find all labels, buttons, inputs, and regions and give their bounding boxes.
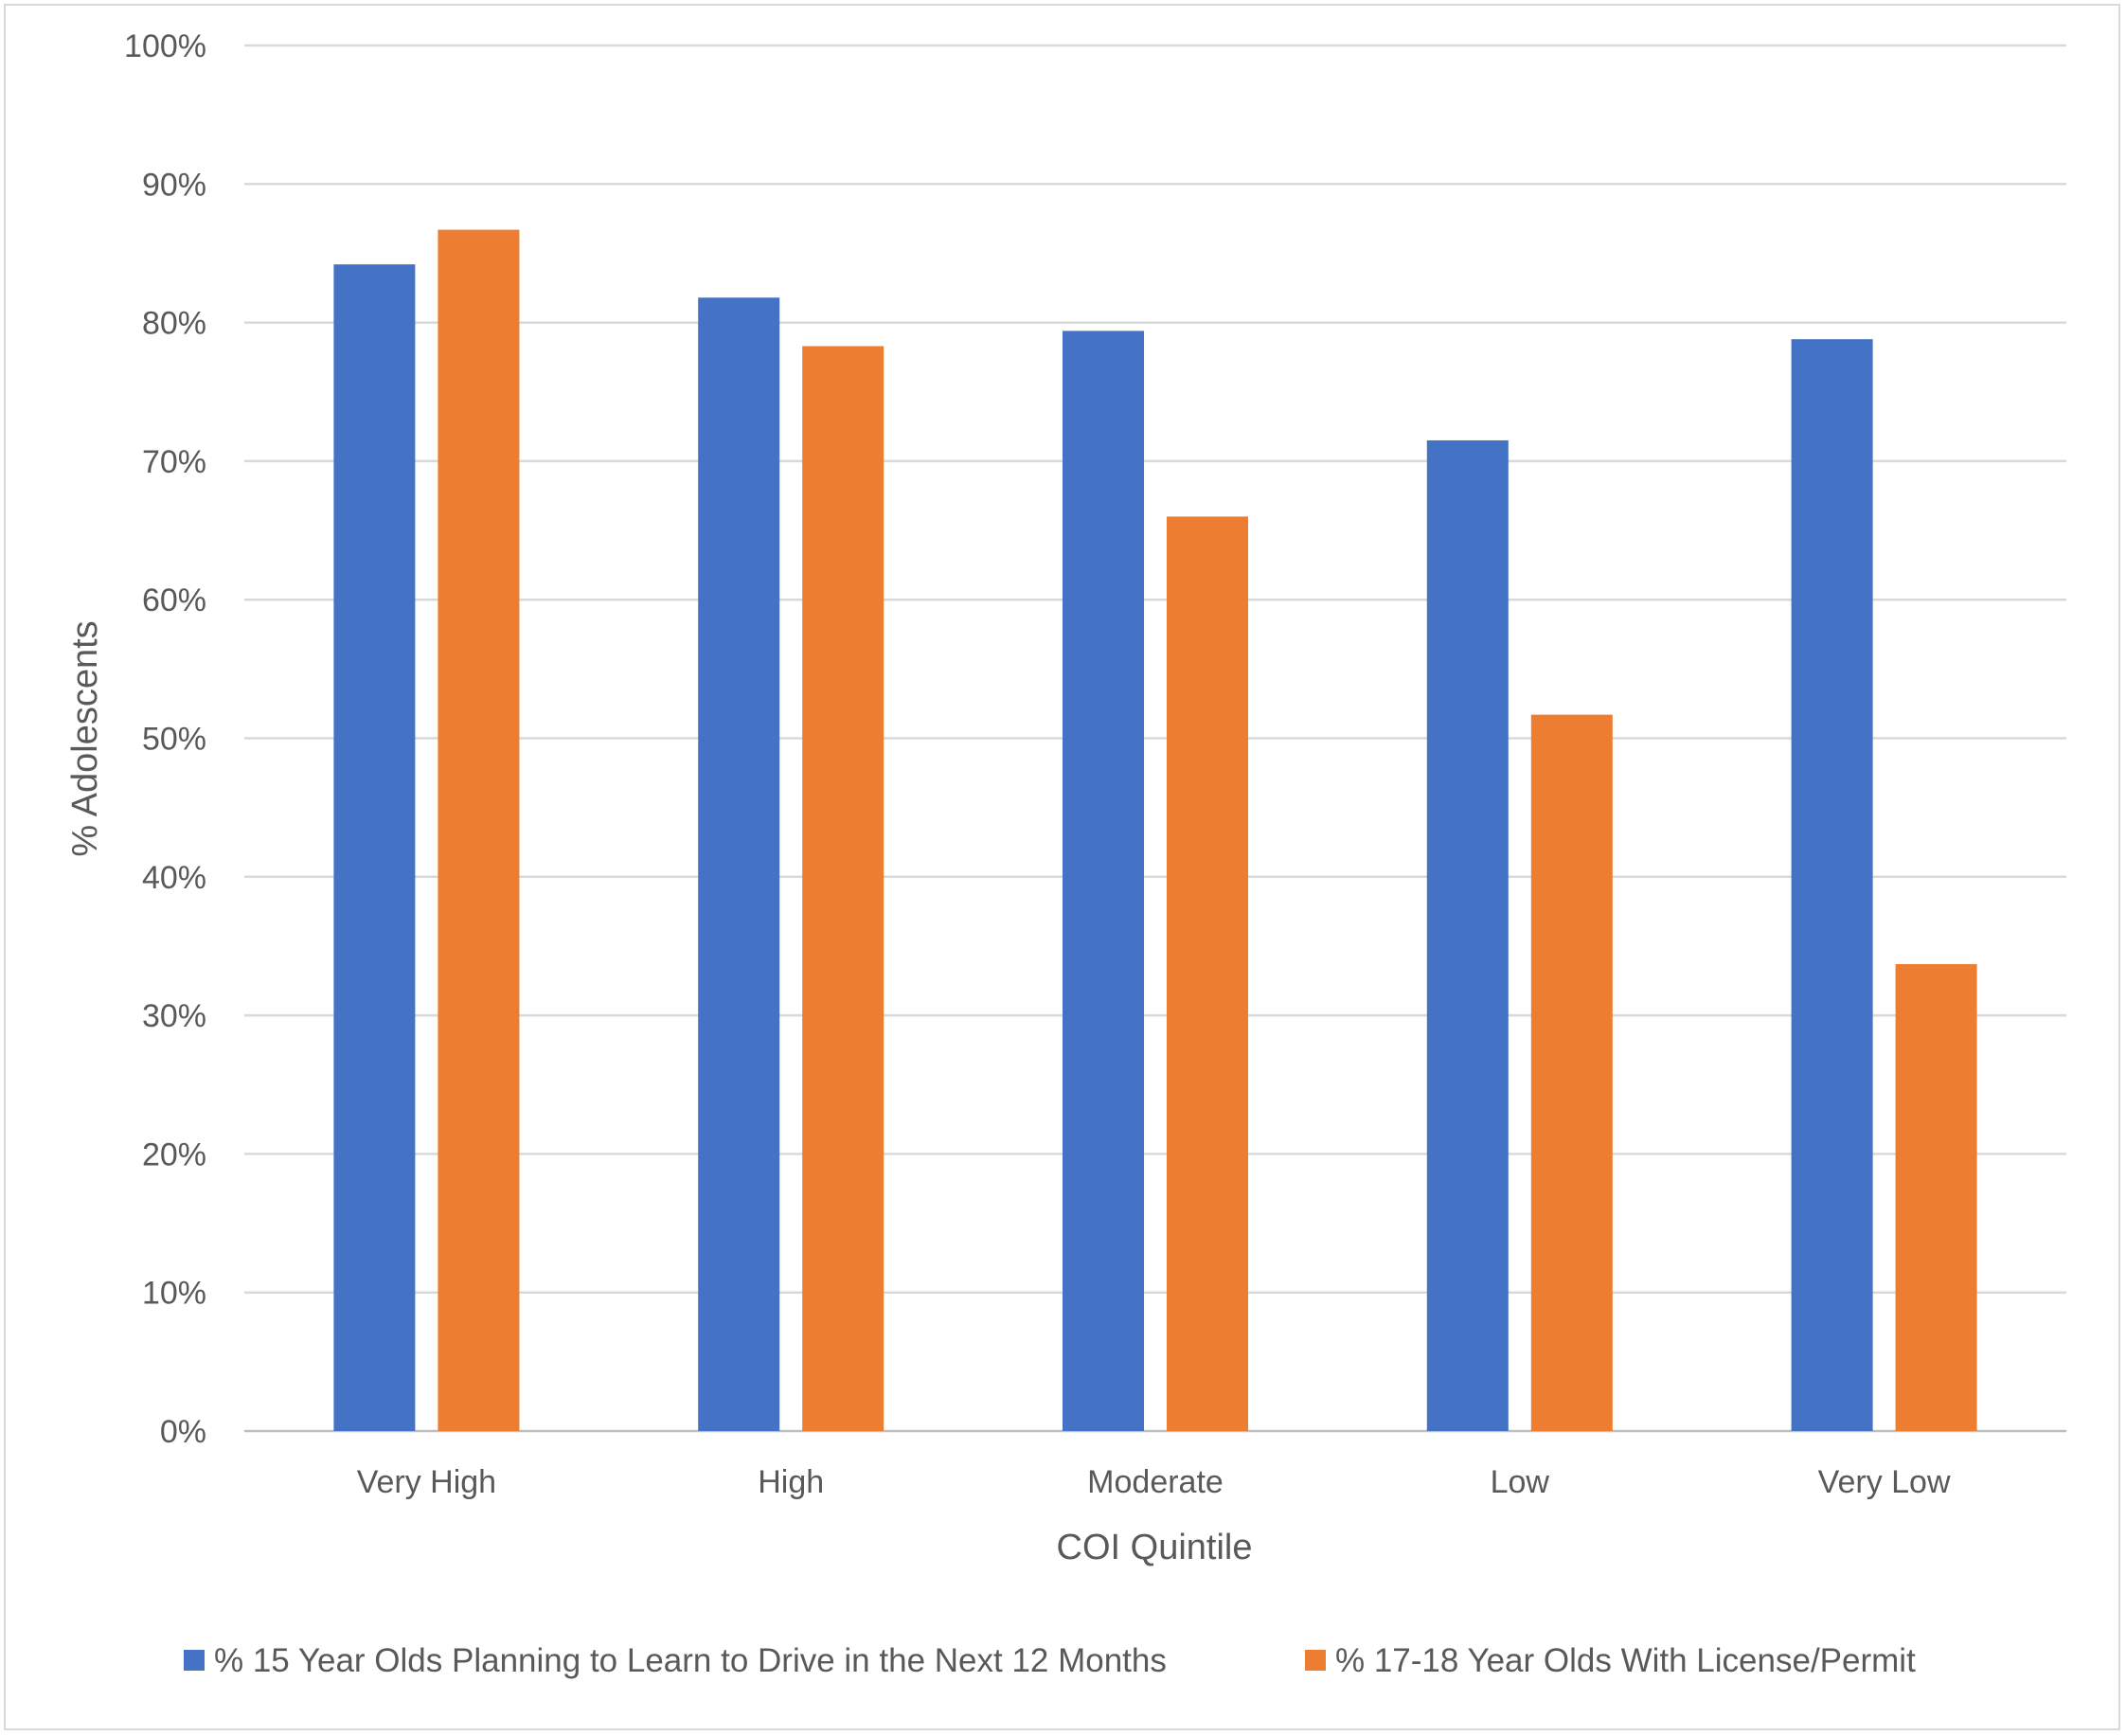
bars	[333, 229, 1977, 1432]
bar-licensed-high	[802, 346, 884, 1432]
bar-planning-low	[1426, 439, 1509, 1432]
y-tick-label: 50%	[142, 722, 206, 758]
bar-planning-high	[698, 297, 780, 1431]
x-axis-tick-labels: Very High High Moderate Low Very Low	[357, 1464, 1951, 1500]
x-axis-title: COI Quintile	[1057, 1528, 1253, 1567]
y-tick-label: 80%	[142, 306, 206, 342]
y-tick-label: 100%	[124, 28, 206, 64]
legend-swatch-licensed	[1305, 1650, 1326, 1671]
x-tick-label: Very High	[357, 1464, 496, 1500]
y-tick-label: 90%	[142, 167, 206, 203]
bar-planning-moderate	[1063, 331, 1144, 1432]
x-tick-label: Moderate	[1087, 1464, 1224, 1500]
y-tick-label: 10%	[142, 1276, 206, 1312]
y-tick-label: 30%	[142, 998, 206, 1034]
bar-licensed-very-low	[1895, 963, 1977, 1431]
bar-licensed-very-high	[438, 229, 520, 1432]
legend-label-planning: % 15 Year Olds Planning to Learn to Driv…	[214, 1642, 1167, 1679]
bar-planning-very-low	[1791, 339, 1873, 1431]
bar-licensed-moderate	[1167, 516, 1248, 1431]
gridlines	[244, 44, 2066, 1433]
legend-swatch-planning	[184, 1650, 205, 1671]
legend: % 15 Year Olds Planning to Learn to Driv…	[184, 1642, 1916, 1679]
y-axis-title: % Adolescents	[65, 620, 105, 856]
y-tick-label: 70%	[142, 444, 206, 480]
y-tick-label: 40%	[142, 860, 206, 896]
y-axis-tick-labels: 0% 10% 20% 30% 40% 50% 60% 70% 80% 90% 100%	[124, 28, 206, 1450]
legend-label-licensed: % 17-18 Year Olds With License/Permit	[1335, 1642, 1916, 1679]
y-tick-label: 0%	[160, 1414, 206, 1450]
x-tick-label: Low	[1491, 1464, 1550, 1500]
chart-frame	[4, 4, 2120, 1730]
bar-licensed-low	[1530, 714, 1613, 1431]
x-tick-label: High	[758, 1464, 824, 1500]
x-tick-label: Very Low	[1818, 1464, 1951, 1500]
y-tick-label: 20%	[142, 1136, 206, 1172]
bar-planning-very-high	[333, 264, 416, 1431]
y-tick-label: 60%	[142, 582, 206, 618]
